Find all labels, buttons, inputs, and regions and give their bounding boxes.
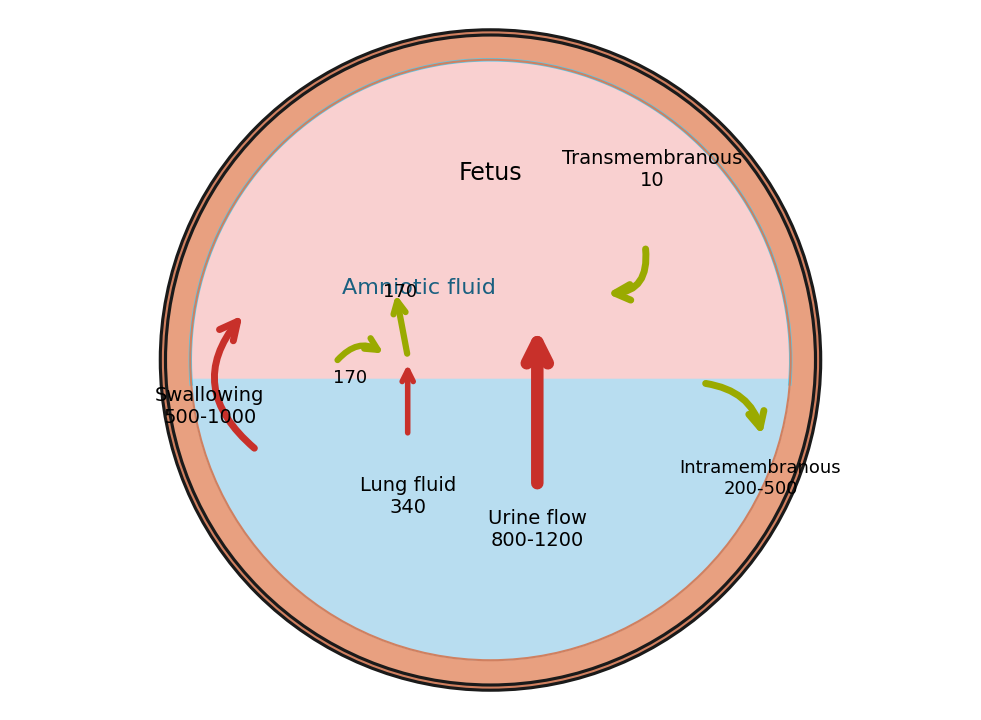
Polygon shape: [190, 60, 791, 378]
Ellipse shape: [163, 32, 818, 688]
Text: 170: 170: [384, 283, 418, 301]
Text: Amniotic fluid: Amniotic fluid: [341, 278, 495, 298]
FancyArrowPatch shape: [215, 321, 254, 449]
Polygon shape: [190, 378, 791, 660]
Text: Transmembranous
10: Transmembranous 10: [562, 149, 743, 189]
Text: Swallowing
500-1000: Swallowing 500-1000: [155, 387, 265, 427]
FancyArrowPatch shape: [705, 384, 764, 428]
FancyArrowPatch shape: [615, 249, 645, 300]
Text: 170: 170: [333, 369, 367, 387]
FancyArrowPatch shape: [337, 338, 378, 360]
Text: Urine flow
800-1200: Urine flow 800-1200: [488, 509, 587, 549]
Text: Intramembranous
200-500: Intramembranous 200-500: [680, 459, 842, 498]
Text: Lung fluid
340: Lung fluid 340: [360, 477, 456, 517]
Ellipse shape: [190, 60, 791, 660]
Text: Fetus: Fetus: [459, 161, 522, 185]
